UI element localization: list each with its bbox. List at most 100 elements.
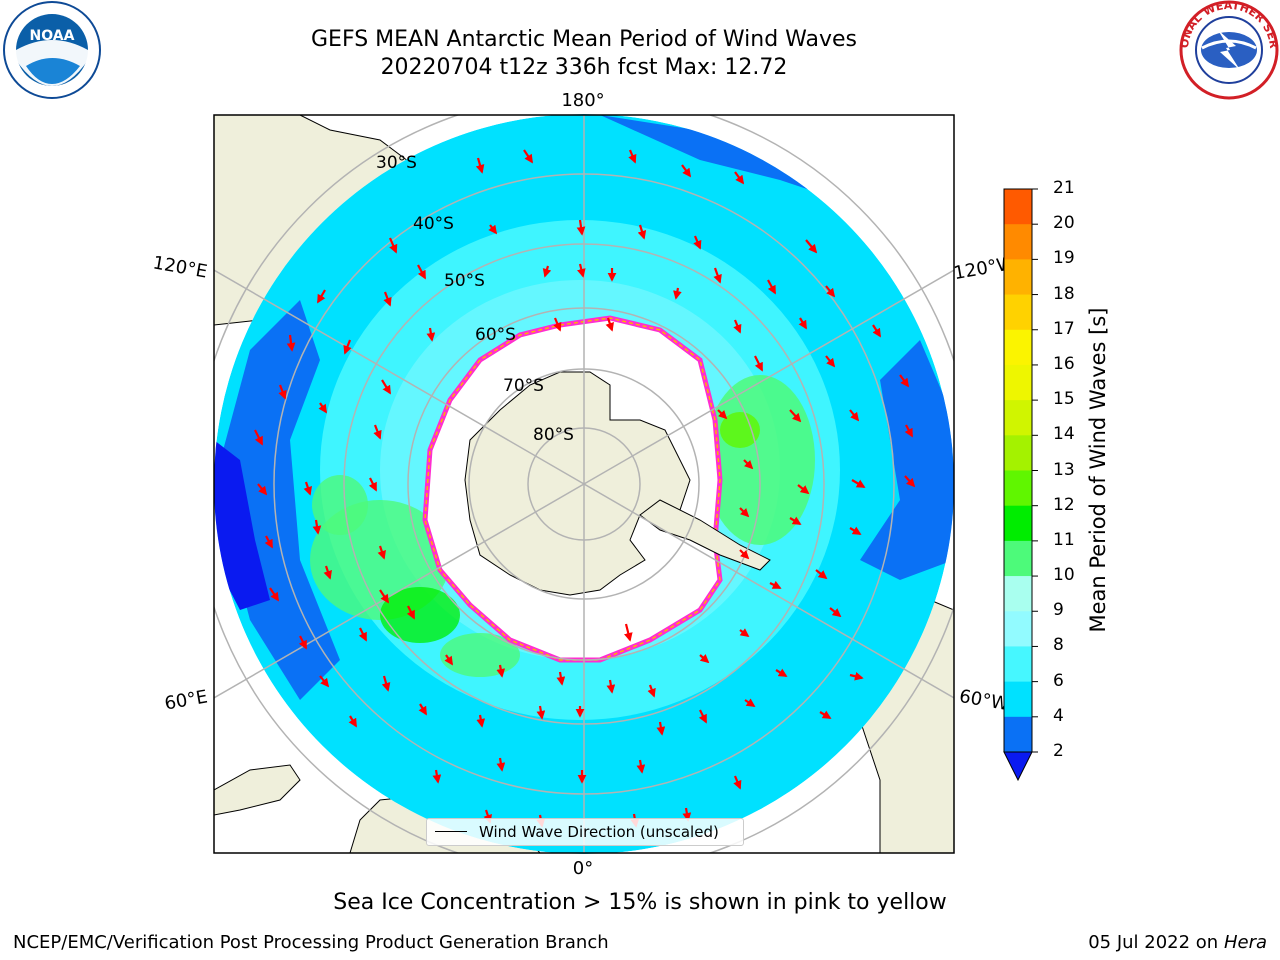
wave-arrow	[673, 287, 682, 300]
colorbar-tick-label: 20	[1053, 213, 1075, 234]
lon-label-120e: 120°E	[151, 252, 209, 282]
wave-arrow	[475, 157, 485, 174]
colorbar-tick-label: 12	[1053, 494, 1075, 515]
wave-arrow	[815, 569, 828, 580]
wave-arrow	[734, 171, 745, 185]
wave-arrow	[739, 628, 750, 638]
wave-arrow	[819, 710, 832, 719]
noaa-logo: NOAA	[3, 1, 101, 99]
wave-arrow	[286, 334, 296, 352]
wave-arrow	[733, 775, 742, 790]
colorbar-tick-label: 9	[1053, 600, 1064, 621]
colorbar-tick-label: 13	[1053, 459, 1075, 480]
wave-arrow	[381, 675, 391, 692]
wave-arrow	[789, 516, 802, 525]
wave-arrow	[553, 317, 562, 332]
wave-arrow	[744, 698, 756, 707]
lat-label-60s: 60°S	[475, 325, 516, 345]
wave-arrow	[254, 429, 263, 446]
footer-date: 05 Jul 2022 on Hera	[1088, 932, 1267, 953]
wave-arrow	[444, 654, 453, 666]
wave-arrow	[743, 459, 754, 470]
lat-label-70s: 70°S	[503, 376, 544, 396]
wave-arrow	[789, 409, 802, 423]
colorbar-segment	[1004, 505, 1032, 542]
wave-arrow	[699, 654, 710, 664]
wave-arrow	[767, 279, 776, 295]
wave-arrow	[358, 627, 367, 642]
wave-arrow	[656, 721, 666, 736]
chart-subtitle: 20220704 t12z 336h fcst Max: 12.72	[380, 55, 788, 80]
colorbar-tick-label: 10	[1053, 565, 1075, 586]
land-madagascar	[214, 764, 301, 816]
wave-arrow	[606, 679, 616, 694]
band-top-blue	[600, 115, 840, 200]
wave-arrow	[542, 265, 552, 278]
wave-arrow	[298, 635, 307, 650]
map-frame	[213, 114, 955, 854]
wave-arrow	[717, 409, 728, 420]
footer-host: Hera	[1223, 932, 1267, 953]
wave-arrow	[647, 684, 656, 698]
wave-arrow	[303, 481, 312, 496]
land-antarctica	[464, 371, 691, 596]
colorbar-tick-label: 17	[1053, 318, 1075, 339]
wave-arrow	[523, 149, 533, 164]
wave-arrow	[312, 519, 322, 535]
lon-label-60w: 60°W	[958, 686, 1011, 715]
wave-arrow	[637, 224, 647, 240]
wave-arrow	[733, 319, 742, 334]
wave-arrow	[348, 715, 357, 728]
wave-arrow	[798, 317, 807, 330]
colorbar-tick-label: 16	[1053, 353, 1075, 374]
band-under-blue	[214, 440, 270, 610]
wave-arrow	[264, 535, 273, 549]
footer-credit: NCEP/EMC/Verification Post Processing Pr…	[13, 932, 609, 953]
lat-label-50s: 50°S	[444, 271, 485, 291]
graticule	[214, 115, 954, 853]
colorbar-tick-label: 18	[1053, 283, 1075, 304]
wave-arrow	[904, 475, 916, 488]
lat-label-30s: 30°S	[376, 153, 417, 173]
wave-arrow	[406, 605, 415, 620]
colorbar-segment	[1004, 224, 1032, 260]
wave-arrow	[381, 379, 391, 395]
wave-arrow	[343, 339, 352, 355]
legend-label: Wind Wave Direction (unscaled)	[479, 823, 719, 841]
colorbar-title: Mean Period of Wind Waves [s]	[1086, 307, 1110, 633]
wave-arrow	[257, 483, 268, 496]
wave-arrow	[556, 671, 566, 686]
band-right-blue	[860, 340, 954, 580]
colorbar-tick-label: 14	[1053, 424, 1075, 445]
wave-arrow	[681, 164, 692, 178]
wave-arrow	[693, 235, 702, 250]
colorbar-segment	[1004, 259, 1032, 296]
svg-text:NOAA: NOAA	[30, 28, 75, 44]
wave-arrow	[805, 239, 818, 254]
wave-arrow	[636, 759, 646, 774]
wave-arrow	[769, 580, 782, 589]
colorbar-tick-label: 6	[1053, 670, 1064, 691]
wave-arrow	[851, 479, 866, 488]
wave-arrow	[775, 668, 788, 677]
colorbar-segment	[1004, 681, 1032, 718]
wave-arrow	[476, 714, 486, 728]
colorbar-tick-label: 21	[1053, 178, 1075, 198]
lon-label-180: 180°	[561, 90, 604, 111]
wave-arrow	[432, 769, 442, 784]
lat-label-40s: 40°S	[413, 214, 454, 234]
wave-arrow	[577, 263, 586, 278]
wave-arrow	[739, 549, 750, 560]
sea-ice-caption: Sea Ice Concentration > 15% is shown in …	[333, 890, 947, 915]
wave-arrow	[388, 237, 398, 254]
legend-line-swatch	[435, 831, 467, 832]
chart-title: GEFS MEAN Antarctic Mean Period of Wind …	[311, 27, 857, 52]
wave-arrow	[488, 224, 498, 235]
colorbar-segment	[1004, 294, 1032, 331]
colorbar-tick-label: 4	[1053, 705, 1064, 726]
wave-arrow	[825, 285, 836, 298]
wave-arrow	[899, 374, 910, 388]
wave-arrow	[624, 623, 633, 642]
nws-logo: NATIONAL WEATHER SERVICE	[1178, 0, 1280, 100]
footer-date-text: 05 Jul 2022 on	[1088, 932, 1224, 953]
